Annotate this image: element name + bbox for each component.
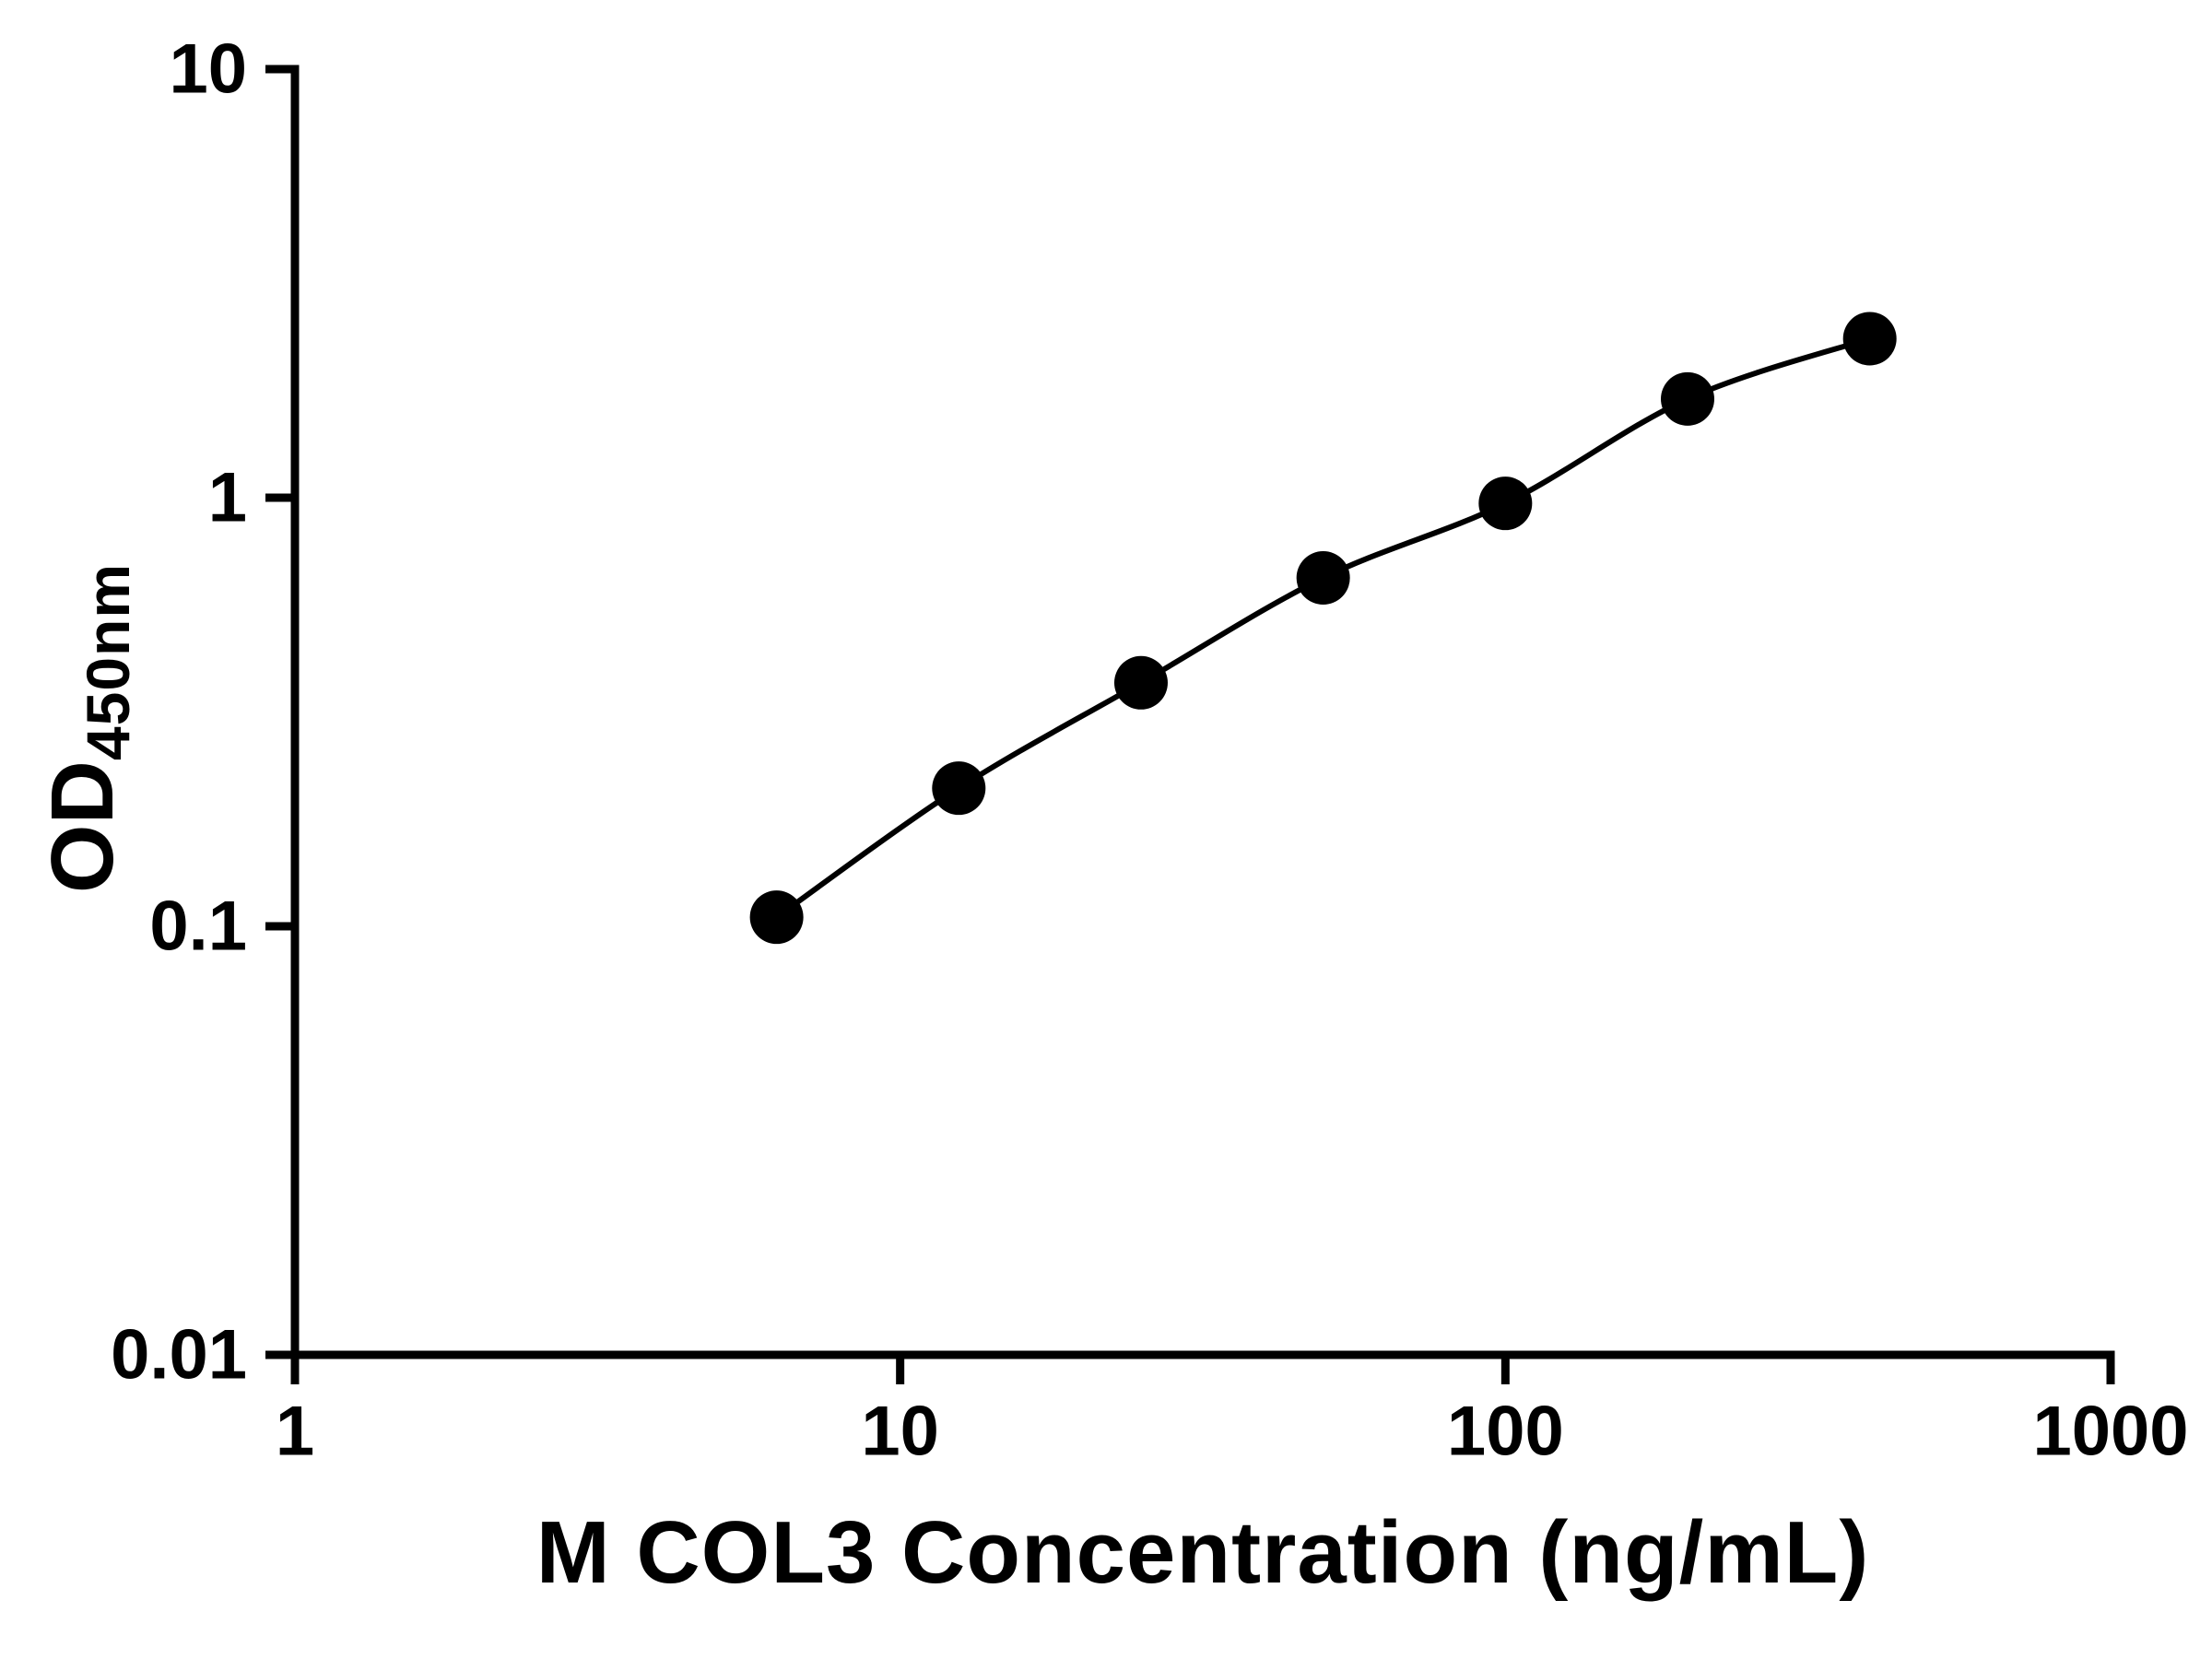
data-point (1478, 477, 1533, 531)
x-axis-tick-label: 100 (1447, 1392, 1564, 1470)
y-axis-tick-label: 1 (208, 459, 247, 537)
x-axis-tick-label: 1 (276, 1392, 314, 1470)
data-point (932, 761, 986, 816)
y-axis-tick-label: 0.01 (111, 1316, 247, 1394)
data-point (749, 890, 804, 945)
data-point (1842, 312, 1897, 366)
fit-curve (774, 335, 1871, 920)
x-axis-tick-label: 1000 (2032, 1392, 2188, 1470)
data-point (1113, 655, 1168, 710)
data-point (1296, 550, 1350, 605)
axes-frame (290, 65, 2115, 1359)
y-axis-tick-label: 10 (169, 30, 247, 109)
data-point (1661, 371, 1715, 426)
x-axis-label: M COL3 Concentration (ng/mL) (535, 1503, 1870, 1602)
y-axis-label: OD450nm (32, 563, 143, 893)
y-axis-label-subscript: 450nm (74, 562, 142, 761)
y-axis-label-main: OD (33, 760, 132, 894)
x-axis-tick-label: 10 (861, 1392, 939, 1470)
y-axis-tick-label: 0.1 (149, 888, 247, 966)
